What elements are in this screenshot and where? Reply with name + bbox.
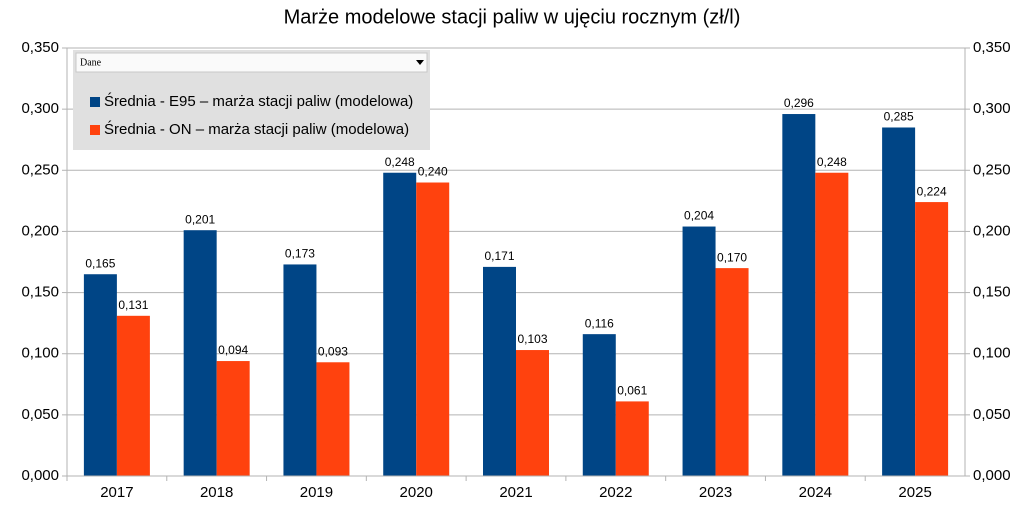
dropdown-arrow (416, 60, 424, 65)
value-label: 0,131 (118, 298, 148, 312)
y-tick-label: 0,050 (21, 406, 59, 423)
legend-dropdown[interactable] (75, 52, 428, 73)
value-label: 0,165 (85, 256, 115, 270)
value-label: 0,240 (418, 165, 448, 179)
x-tick-label: 2019 (300, 484, 333, 501)
value-label: 0,171 (484, 249, 514, 263)
bar (516, 350, 549, 476)
bar (882, 127, 916, 476)
bar (416, 182, 450, 476)
bar (216, 361, 250, 476)
bar (316, 362, 350, 476)
bar (682, 226, 716, 476)
value-label: 0,094 (218, 343, 248, 357)
bar (283, 264, 317, 476)
x-tick-label: 2020 (400, 484, 433, 501)
value-label: 0,285 (884, 110, 914, 124)
legend-header: Dane (80, 57, 102, 68)
y-tick-label: 0,150 (21, 284, 59, 301)
y2-tick-label: 0,100 (973, 345, 1011, 362)
bar (615, 401, 649, 476)
bar (815, 172, 849, 476)
value-label: 0,204 (684, 209, 714, 223)
x-tick-label: 2017 (100, 484, 133, 501)
y2-tick-label: 0,250 (973, 161, 1011, 178)
value-label: 0,170 (717, 250, 747, 264)
value-label: 0,103 (517, 332, 547, 346)
x-tick-label: 2018 (200, 484, 233, 501)
bar (183, 230, 217, 476)
value-label: 0,201 (185, 212, 215, 226)
x-tick-label: 2022 (599, 484, 632, 501)
legend-label: Średnia - E95 – marża stacji paliw (mode… (104, 92, 413, 110)
y-tick-label: 0,350 (21, 39, 59, 56)
y2-tick-label: 0,050 (973, 406, 1011, 423)
value-label: 0,093 (318, 344, 348, 358)
bar (116, 315, 150, 476)
value-label: 0,116 (585, 316, 614, 330)
y-tick-label: 0,100 (21, 345, 59, 362)
value-label: 0,173 (285, 247, 315, 261)
x-tick-label: 2021 (499, 484, 532, 501)
value-label: 0,224 (917, 184, 947, 198)
value-label: 0,248 (817, 155, 847, 169)
bar (782, 114, 816, 476)
y2-tick-label: 0,150 (973, 284, 1011, 301)
value-label: 0,296 (784, 96, 814, 110)
y-tick-label: 0,200 (21, 222, 59, 239)
x-tick-label: 2023 (699, 484, 732, 501)
legend-label: Średnia - ON – marża stacji paliw (model… (104, 120, 409, 138)
value-label: 0,248 (385, 155, 415, 169)
legend-swatch (90, 97, 100, 107)
y-tick-label: 0,000 (21, 467, 59, 484)
y-tick-label: 0,300 (21, 100, 59, 117)
bar (383, 172, 417, 476)
bar (915, 202, 949, 476)
value-label: 0,061 (617, 384, 647, 398)
y2-tick-label: 0,200 (973, 222, 1011, 239)
bar (483, 266, 516, 476)
x-tick-label: 2024 (799, 484, 832, 501)
bar (582, 334, 616, 476)
y2-tick-label: 0,350 (973, 39, 1011, 56)
bar (83, 274, 117, 476)
chart-title: Marże modelowe stacji paliw w ujęciu roc… (284, 6, 741, 28)
bar (715, 268, 749, 476)
legend-swatch (90, 125, 100, 135)
y-tick-label: 0,250 (21, 161, 59, 178)
y2-tick-label: 0,000 (973, 467, 1011, 484)
y2-tick-label: 0,300 (973, 100, 1011, 117)
x-tick-label: 2025 (898, 484, 931, 501)
